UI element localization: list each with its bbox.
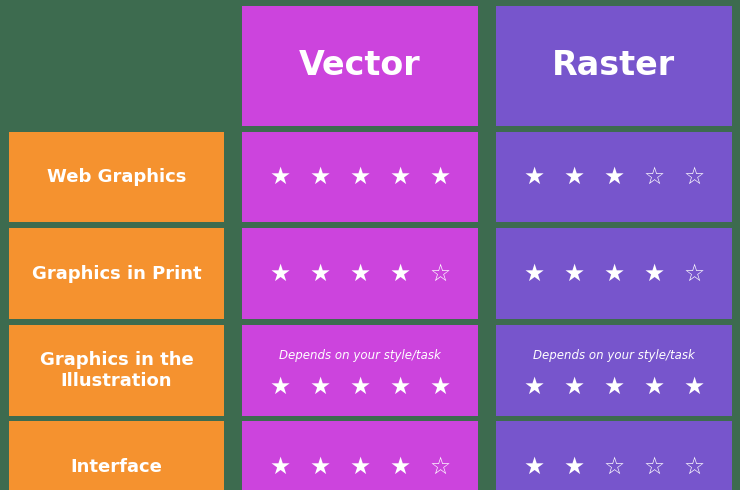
Text: ★: ★ xyxy=(389,455,411,479)
Text: ★: ★ xyxy=(563,165,585,189)
Text: ☆: ☆ xyxy=(429,262,451,286)
FancyBboxPatch shape xyxy=(242,421,478,490)
FancyBboxPatch shape xyxy=(496,421,732,490)
Text: Interface: Interface xyxy=(70,458,163,476)
FancyBboxPatch shape xyxy=(9,132,224,222)
Text: ★: ★ xyxy=(603,262,625,286)
Text: ★: ★ xyxy=(523,262,545,286)
Text: ★: ★ xyxy=(389,374,411,398)
Text: ☆: ☆ xyxy=(683,165,704,189)
Text: Depends on your style/task: Depends on your style/task xyxy=(533,349,695,362)
Text: ☆: ☆ xyxy=(429,455,451,479)
Text: ★: ★ xyxy=(603,374,625,398)
FancyBboxPatch shape xyxy=(496,325,732,416)
Text: ★: ★ xyxy=(349,165,371,189)
FancyBboxPatch shape xyxy=(9,421,224,490)
Text: ☆: ☆ xyxy=(683,262,704,286)
Text: ★: ★ xyxy=(309,455,331,479)
FancyBboxPatch shape xyxy=(242,228,478,319)
FancyBboxPatch shape xyxy=(242,132,478,222)
Text: Web Graphics: Web Graphics xyxy=(47,168,186,186)
FancyBboxPatch shape xyxy=(9,228,224,319)
Text: ★: ★ xyxy=(523,455,545,479)
Text: ☆: ☆ xyxy=(643,165,665,189)
Text: ★: ★ xyxy=(523,165,545,189)
Text: ★: ★ xyxy=(389,165,411,189)
Text: ★: ★ xyxy=(563,374,585,398)
Text: ★: ★ xyxy=(523,374,545,398)
Text: ★: ★ xyxy=(269,374,291,398)
FancyBboxPatch shape xyxy=(496,228,732,319)
Text: ★: ★ xyxy=(643,262,665,286)
Text: ★: ★ xyxy=(563,455,585,479)
Text: ★: ★ xyxy=(349,262,371,286)
FancyBboxPatch shape xyxy=(496,132,732,222)
Text: Depends on your style/task: Depends on your style/task xyxy=(279,349,441,362)
Text: Graphics in the
Illustration: Graphics in the Illustration xyxy=(40,351,193,390)
Text: ☆: ☆ xyxy=(603,455,625,479)
Text: ★: ★ xyxy=(349,374,371,398)
Text: Raster: Raster xyxy=(552,49,676,82)
FancyBboxPatch shape xyxy=(242,325,478,416)
Text: Vector: Vector xyxy=(299,49,421,82)
Text: ★: ★ xyxy=(603,165,625,189)
FancyBboxPatch shape xyxy=(9,6,224,126)
Text: ★: ★ xyxy=(563,262,585,286)
Text: ★: ★ xyxy=(269,165,291,189)
FancyBboxPatch shape xyxy=(9,325,224,416)
Text: ★: ★ xyxy=(429,165,451,189)
Text: ★: ★ xyxy=(643,374,665,398)
Text: ★: ★ xyxy=(429,374,451,398)
FancyBboxPatch shape xyxy=(242,6,478,126)
FancyBboxPatch shape xyxy=(496,6,732,126)
Text: ★: ★ xyxy=(269,455,291,479)
Text: ★: ★ xyxy=(309,165,331,189)
Text: ☆: ☆ xyxy=(643,455,665,479)
Text: ★: ★ xyxy=(683,374,704,398)
Text: ☆: ☆ xyxy=(683,455,704,479)
Text: ★: ★ xyxy=(269,262,291,286)
Text: ★: ★ xyxy=(309,262,331,286)
Text: ★: ★ xyxy=(349,455,371,479)
Text: Graphics in Print: Graphics in Print xyxy=(32,265,201,283)
Text: ★: ★ xyxy=(309,374,331,398)
Text: ★: ★ xyxy=(389,262,411,286)
